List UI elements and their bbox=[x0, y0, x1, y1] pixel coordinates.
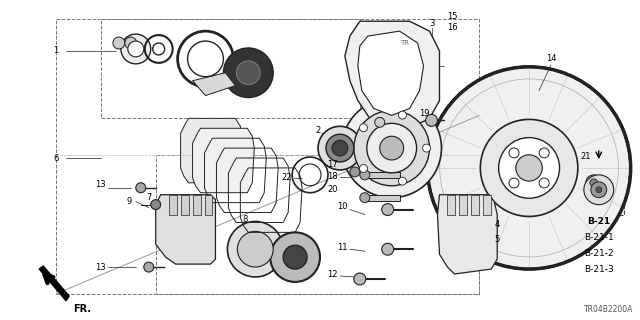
Circle shape bbox=[125, 37, 137, 49]
Bar bbox=[156, 155, 479, 294]
Text: 15: 15 bbox=[447, 12, 458, 21]
Text: B-21-1: B-21-1 bbox=[584, 233, 614, 242]
Text: 13: 13 bbox=[95, 180, 106, 189]
Circle shape bbox=[144, 262, 154, 272]
Circle shape bbox=[380, 136, 404, 160]
Circle shape bbox=[591, 182, 607, 198]
Circle shape bbox=[237, 231, 273, 267]
Text: 19: 19 bbox=[419, 109, 430, 118]
Circle shape bbox=[375, 117, 385, 127]
Text: 13: 13 bbox=[95, 263, 106, 272]
Circle shape bbox=[236, 61, 260, 85]
Circle shape bbox=[539, 178, 549, 188]
Circle shape bbox=[136, 183, 146, 193]
Circle shape bbox=[354, 273, 366, 285]
Circle shape bbox=[426, 114, 438, 126]
Circle shape bbox=[223, 48, 273, 98]
Polygon shape bbox=[39, 266, 69, 301]
Circle shape bbox=[399, 177, 406, 185]
Text: 14: 14 bbox=[546, 54, 556, 63]
Polygon shape bbox=[193, 128, 254, 193]
Text: 20: 20 bbox=[328, 185, 338, 194]
Circle shape bbox=[360, 170, 370, 180]
Text: 2: 2 bbox=[316, 126, 321, 135]
Bar bbox=[56, 19, 479, 294]
Circle shape bbox=[539, 148, 549, 158]
Polygon shape bbox=[156, 195, 216, 264]
Text: 1: 1 bbox=[54, 46, 59, 55]
Bar bbox=[483, 195, 492, 214]
Bar bbox=[574, 160, 623, 214]
Circle shape bbox=[128, 41, 144, 57]
Text: B-21-3: B-21-3 bbox=[584, 265, 614, 274]
Bar bbox=[169, 195, 177, 214]
Text: TR04B2200A: TR04B2200A bbox=[584, 305, 634, 314]
Polygon shape bbox=[438, 195, 497, 274]
Text: 10: 10 bbox=[337, 202, 348, 211]
Text: B-21-2: B-21-2 bbox=[584, 249, 614, 258]
Circle shape bbox=[113, 37, 125, 49]
Circle shape bbox=[350, 167, 360, 177]
Polygon shape bbox=[345, 21, 440, 128]
Circle shape bbox=[318, 126, 362, 170]
Circle shape bbox=[481, 119, 578, 216]
Text: 21: 21 bbox=[581, 152, 591, 161]
Circle shape bbox=[342, 99, 442, 198]
Bar bbox=[365, 172, 399, 178]
Text: 17: 17 bbox=[327, 160, 338, 170]
Bar bbox=[205, 195, 212, 214]
Circle shape bbox=[428, 67, 630, 269]
Text: 22: 22 bbox=[282, 173, 292, 182]
Circle shape bbox=[509, 148, 519, 158]
Circle shape bbox=[332, 140, 348, 156]
Text: 4: 4 bbox=[494, 220, 499, 229]
Circle shape bbox=[590, 179, 598, 187]
Bar bbox=[101, 19, 360, 118]
Circle shape bbox=[360, 193, 370, 203]
Text: 9: 9 bbox=[126, 197, 131, 206]
Polygon shape bbox=[180, 118, 243, 183]
Bar bbox=[365, 195, 399, 201]
Bar bbox=[180, 195, 189, 214]
Text: FR.: FR. bbox=[73, 304, 91, 314]
Text: 3: 3 bbox=[429, 19, 434, 28]
Circle shape bbox=[422, 144, 431, 152]
Bar bbox=[471, 195, 479, 214]
Text: 6: 6 bbox=[54, 154, 59, 163]
Circle shape bbox=[326, 134, 354, 162]
Text: TR: TR bbox=[400, 40, 409, 46]
Text: 5: 5 bbox=[494, 235, 499, 244]
Circle shape bbox=[509, 178, 519, 188]
Text: 8: 8 bbox=[243, 215, 248, 224]
Circle shape bbox=[121, 34, 151, 64]
Circle shape bbox=[586, 175, 602, 191]
Circle shape bbox=[381, 204, 394, 215]
Text: 12: 12 bbox=[328, 269, 338, 278]
Circle shape bbox=[399, 111, 406, 119]
Circle shape bbox=[227, 221, 283, 277]
Bar bbox=[193, 195, 200, 214]
Circle shape bbox=[283, 245, 307, 269]
Circle shape bbox=[499, 138, 559, 198]
Polygon shape bbox=[193, 73, 236, 96]
Circle shape bbox=[584, 175, 614, 204]
Text: 18: 18 bbox=[327, 172, 338, 181]
Circle shape bbox=[270, 232, 320, 282]
Bar bbox=[460, 195, 467, 214]
Text: 11: 11 bbox=[337, 243, 348, 252]
Circle shape bbox=[381, 243, 394, 255]
Circle shape bbox=[354, 110, 429, 186]
Circle shape bbox=[151, 200, 161, 210]
Circle shape bbox=[516, 155, 542, 181]
Circle shape bbox=[367, 123, 417, 173]
Circle shape bbox=[596, 187, 602, 193]
Circle shape bbox=[360, 124, 367, 132]
Text: 16: 16 bbox=[447, 23, 458, 32]
Circle shape bbox=[360, 164, 367, 172]
Text: B-21: B-21 bbox=[588, 217, 611, 226]
Polygon shape bbox=[358, 31, 424, 116]
Bar bbox=[447, 195, 456, 214]
Text: 7: 7 bbox=[146, 193, 152, 202]
